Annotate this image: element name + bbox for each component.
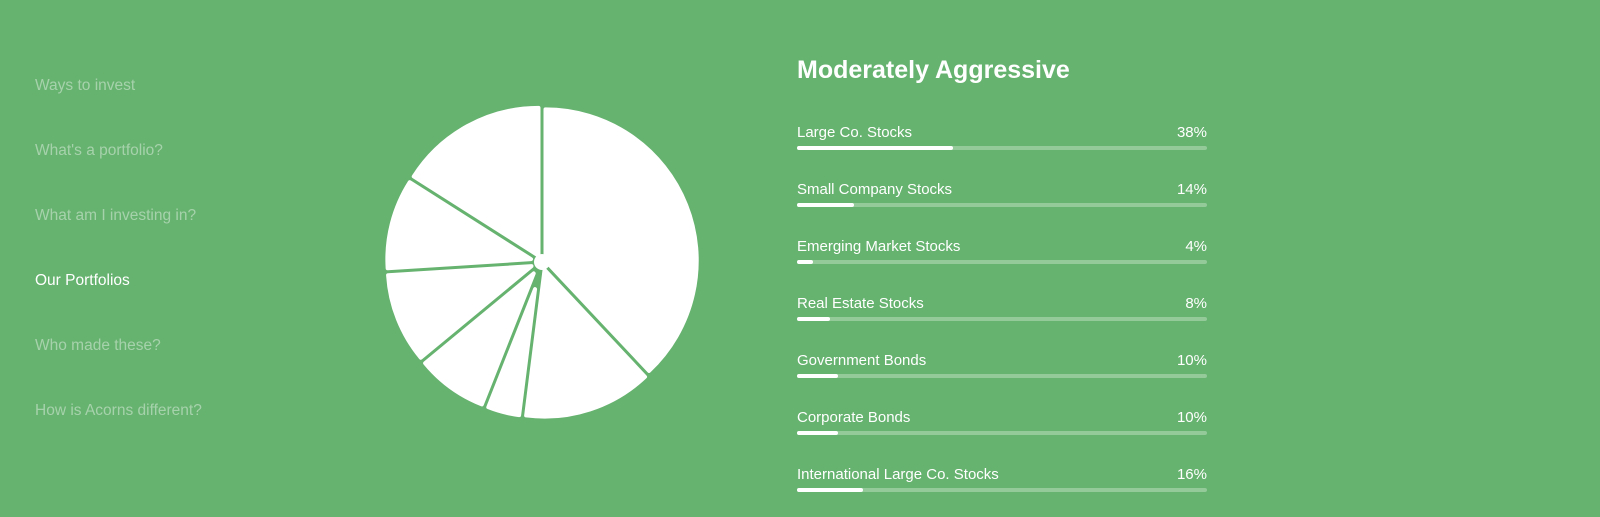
allocation-progress-track — [797, 374, 1207, 378]
allocation-label: Corporate Bonds — [797, 409, 911, 426]
allocation-percent: 38% — [1176, 124, 1207, 141]
portfolio-title: Moderately Aggressive — [797, 56, 1070, 84]
allocation-row: Small Company Stocks 14% — [797, 181, 1207, 217]
nav-item-whats-a-portfolio[interactable]: What's a portfolio? — [35, 142, 163, 159]
allocation-row: Government Bonds 10% — [797, 352, 1207, 388]
pie-slice — [385, 180, 534, 271]
allocation-percent: 8% — [1185, 295, 1207, 312]
allocation-progress-fill — [797, 374, 838, 378]
allocation-progress-track — [797, 431, 1207, 435]
nav-item-our-portfolios[interactable]: Our Portfolios — [35, 272, 130, 289]
allocation-progress-track — [797, 317, 1207, 321]
pie-slice — [486, 287, 538, 418]
pie-slice — [543, 107, 699, 373]
allocation-label: Emerging Market Stocks — [797, 238, 961, 255]
allocation-percent: 16% — [1176, 466, 1207, 483]
pie-slice — [524, 267, 648, 419]
allocation-label: International Large Co. Stocks — [797, 466, 999, 483]
allocation-percent: 14% — [1176, 181, 1207, 198]
allocation-label: Small Company Stocks — [797, 181, 953, 198]
pie-slice — [386, 264, 534, 360]
allocation-row: International Large Co. Stocks 16% — [797, 466, 1207, 502]
allocation-progress-track — [797, 203, 1207, 207]
side-navigation: Ways to invest What's a portfolio? What … — [35, 0, 335, 517]
allocation-row: Real Estate Stocks 8% — [797, 295, 1207, 331]
pie-slice — [423, 271, 536, 407]
nav-item-ways-to-invest[interactable]: Ways to invest — [35, 77, 136, 94]
allocation-pie-chart — [380, 100, 710, 430]
allocation-percent: 10% — [1176, 352, 1207, 369]
allocation-progress-fill — [797, 431, 838, 435]
pie-slice — [411, 105, 541, 258]
nav-item-what-am-i-investing-in[interactable]: What am I investing in? — [35, 207, 197, 224]
allocation-row: Emerging Market Stocks 4% — [797, 238, 1207, 274]
allocation-progress-track — [797, 260, 1207, 264]
allocation-label: Government Bonds — [797, 352, 927, 369]
allocation-progress-fill — [797, 488, 863, 492]
pie-chart-svg — [385, 105, 699, 419]
allocation-label: Large Co. Stocks — [797, 124, 913, 141]
allocation-progress-fill — [797, 203, 855, 207]
nav-item-how-is-acorns-different[interactable]: How is Acorns different? — [35, 402, 202, 419]
nav-item-who-made-these[interactable]: Who made these? — [35, 337, 161, 354]
allocation-percent: 4% — [1185, 238, 1207, 255]
pie-center-hub — [534, 254, 550, 270]
allocation-row: Large Co. Stocks 38% — [797, 124, 1207, 160]
allocation-percent: 10% — [1176, 409, 1207, 426]
allocation-progress-fill — [797, 260, 814, 264]
allocation-row: Corporate Bonds 10% — [797, 409, 1207, 445]
allocation-progress-fill — [797, 146, 953, 150]
allocation-label: Real Estate Stocks — [797, 295, 924, 312]
allocation-progress-fill — [797, 317, 830, 321]
allocation-progress-track — [797, 146, 1207, 150]
allocation-progress-track — [797, 488, 1207, 492]
